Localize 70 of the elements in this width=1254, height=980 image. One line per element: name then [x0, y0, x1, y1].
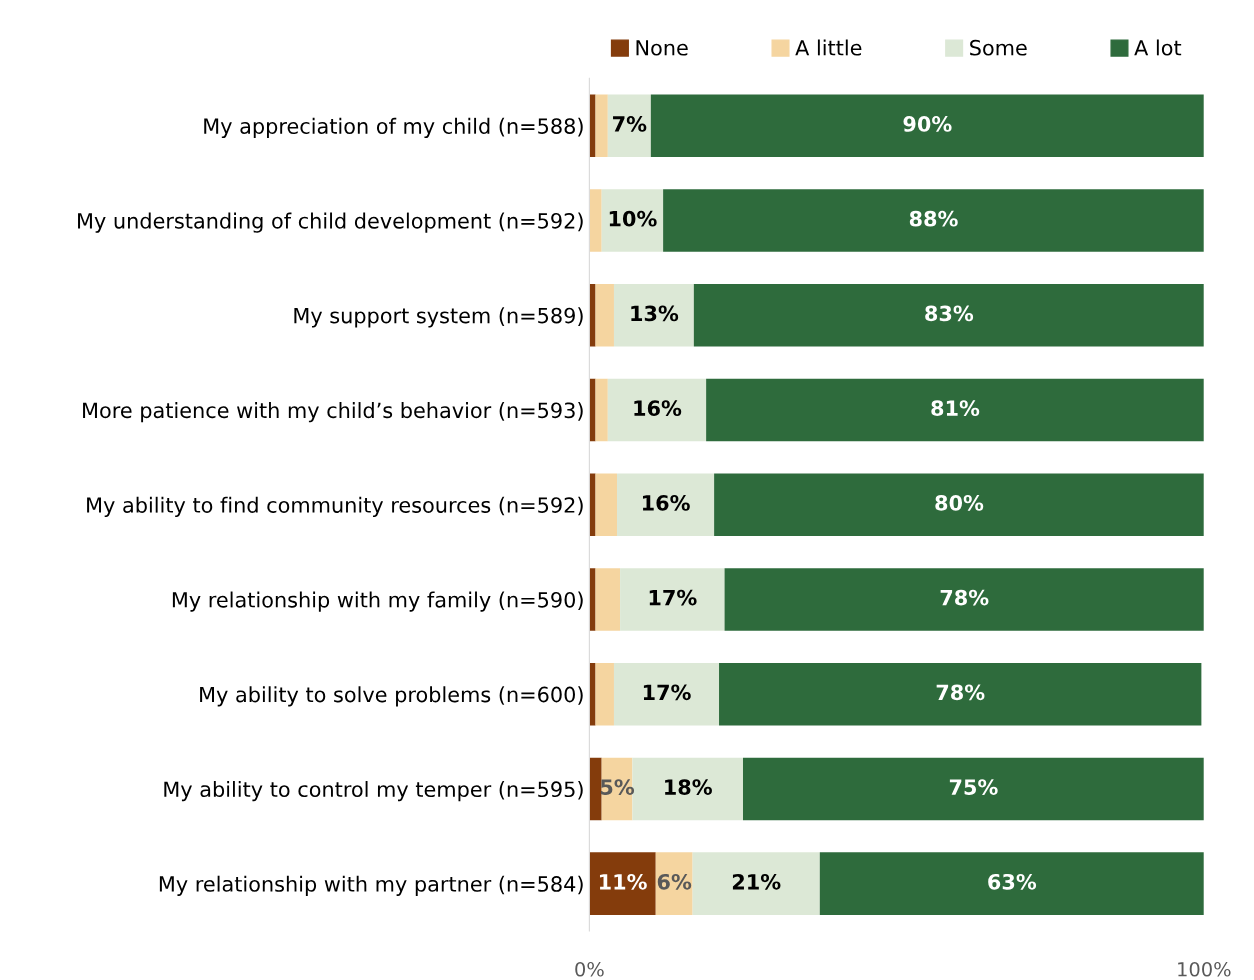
- data-label: 63%: [988, 873, 1037, 890]
- legend-label: Some: [970, 39, 1027, 56]
- y-tick-label: More patience with my child’s behavior (n=593): [83, 402, 583, 423]
- bar: [589, 852, 656, 915]
- data-label: 11%: [599, 873, 647, 890]
- data-label: 13%: [631, 305, 679, 322]
- bar: [589, 283, 596, 347]
- data-label: 88%: [909, 210, 958, 227]
- bar: [650, 94, 1204, 158]
- bar: [613, 662, 720, 726]
- legend-label: A lot: [1134, 39, 1182, 56]
- bar: [589, 94, 596, 158]
- bar: [589, 189, 602, 252]
- bar: [607, 94, 651, 158]
- data-label: 6%: [657, 873, 692, 890]
- bar: [742, 757, 1204, 821]
- y-tick-label: My understanding of child development (n=592): [78, 212, 583, 233]
- data-label: 80%: [935, 494, 984, 511]
- bar: [589, 568, 596, 631]
- data-label: 7%: [613, 116, 647, 132]
- data-label: 17%: [649, 589, 697, 606]
- data-label: 81%: [931, 400, 980, 417]
- data-label: 78%: [936, 684, 985, 701]
- y-tick-label: My ability to control my temper (n=595): [164, 780, 583, 802]
- bar: [632, 757, 743, 821]
- bar: [595, 662, 614, 726]
- y-tick-label: My relationship with my partner (n=584): [159, 875, 583, 896]
- bar: [663, 189, 1204, 252]
- bar: [693, 283, 1204, 347]
- data-label: 21%: [732, 873, 781, 890]
- data-label: 5%: [600, 779, 635, 795]
- data-label: 90%: [903, 116, 952, 132]
- data-label: 10%: [609, 210, 657, 227]
- y-tick-label: My appreciation of my child (n=588): [204, 117, 583, 139]
- bar: [719, 662, 1202, 726]
- bar: [589, 757, 602, 821]
- bar: [607, 378, 707, 442]
- bar: [589, 662, 596, 726]
- x-tick-label: 0%: [575, 961, 604, 977]
- y-tick-label: My ability to solve problems (n=600): [200, 686, 583, 707]
- bar: [655, 852, 693, 915]
- data-label: 18%: [665, 779, 712, 795]
- data-label: 78%: [940, 589, 989, 606]
- bar: [617, 473, 715, 536]
- bar: [595, 94, 608, 158]
- data-label: 16%: [642, 494, 690, 511]
- bar: [706, 378, 1204, 442]
- bar: [692, 852, 820, 915]
- bar: [724, 568, 1204, 631]
- y-tick-label: My support system (n=589): [294, 307, 583, 328]
- y-tick-label: My relationship with my family (n=590): [172, 591, 583, 612]
- bar: [714, 473, 1204, 536]
- bar: [595, 283, 614, 347]
- data-label: 17%: [643, 684, 691, 701]
- x-tick-label: 100%: [1178, 961, 1231, 977]
- legend-label: None: [636, 40, 688, 56]
- bar: [589, 473, 596, 536]
- data-label: 16%: [634, 400, 682, 417]
- bar: [595, 473, 618, 536]
- bar: [595, 568, 621, 631]
- bar: [620, 568, 725, 631]
- bar: [819, 852, 1204, 915]
- data-label: 75%: [949, 779, 998, 795]
- y-tick-label: My ability to find community resources (n=592): [87, 496, 583, 517]
- data-label: 83%: [925, 305, 974, 322]
- bar: [601, 189, 664, 252]
- bar: [595, 378, 608, 442]
- bar: [589, 378, 596, 442]
- bar: [613, 283, 694, 347]
- legend-label: A little: [795, 39, 862, 56]
